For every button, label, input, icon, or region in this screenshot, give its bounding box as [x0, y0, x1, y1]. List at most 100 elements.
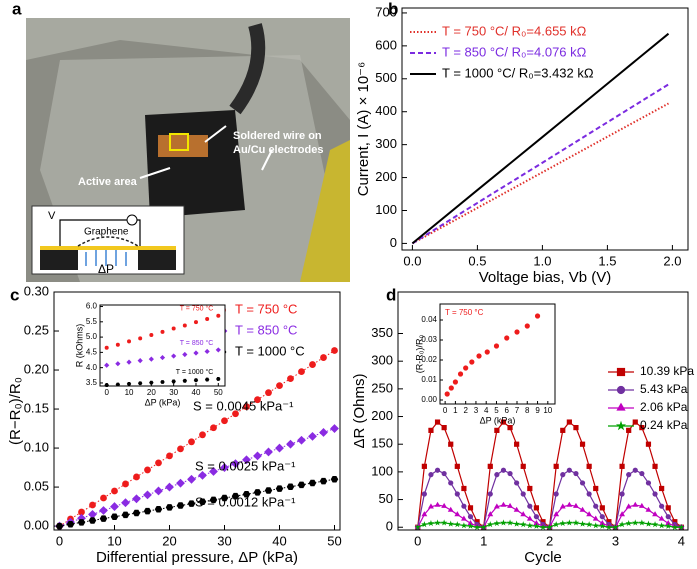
panel-label: d	[386, 285, 396, 304]
marker	[652, 491, 658, 497]
legend-marker	[616, 367, 626, 377]
marker	[231, 492, 240, 500]
x-tick-label: 7	[515, 406, 520, 415]
marker	[599, 514, 605, 520]
marker	[504, 335, 510, 341]
marker	[474, 519, 480, 525]
marker	[493, 519, 501, 527]
marker	[625, 519, 632, 527]
marker	[552, 521, 560, 528]
marker	[99, 506, 108, 515]
marker	[264, 487, 273, 494]
marker	[215, 347, 221, 353]
support	[138, 250, 176, 270]
x-tick-label: 10	[107, 533, 121, 548]
legend-label: 10.39 kPa	[640, 364, 694, 378]
marker	[460, 522, 468, 529]
marker	[467, 505, 474, 511]
y-tick-label: 4.0	[86, 363, 98, 372]
marker	[652, 511, 658, 517]
annotation: Soldered wire on	[233, 130, 322, 142]
marker	[434, 419, 441, 425]
x-tick-label: 30	[217, 533, 231, 548]
y-tick-label: 0	[386, 519, 393, 534]
x-tick-label: 0	[443, 406, 448, 415]
marker	[645, 441, 652, 447]
wire	[59, 219, 141, 250]
y-tick-label: 0.00	[421, 395, 437, 404]
marker	[137, 381, 143, 386]
marker	[469, 359, 475, 365]
marker	[659, 485, 665, 492]
y-tick-label: 50	[379, 491, 393, 506]
marker	[89, 501, 96, 509]
y-axis-label: (R−R₀)/R₀	[7, 377, 24, 445]
panel-label: a	[12, 0, 22, 18]
marker	[104, 345, 109, 350]
electrode	[158, 135, 208, 157]
marker	[665, 519, 672, 526]
marker	[115, 342, 120, 347]
x-tick-label: 50	[327, 533, 341, 548]
marker	[331, 347, 338, 354]
marker	[454, 511, 461, 517]
marker	[520, 463, 526, 469]
marker	[533, 522, 540, 529]
marker	[138, 336, 143, 341]
marker	[127, 339, 132, 344]
marker	[533, 514, 540, 520]
marker	[428, 503, 434, 509]
legend-label: T = 1000 °C	[235, 343, 305, 358]
legend-label: T = 750 °C	[445, 308, 484, 317]
marker	[454, 521, 461, 528]
x-tick-label: 1	[453, 406, 458, 415]
marker	[421, 463, 427, 469]
x-tick-label: 2	[463, 406, 468, 415]
series-line	[411, 102, 669, 245]
marker	[506, 519, 514, 526]
marker	[149, 380, 154, 385]
x-tick-label: 8	[525, 406, 530, 415]
marker	[553, 463, 559, 469]
marker	[652, 463, 658, 469]
marker	[254, 396, 261, 404]
marker	[467, 522, 474, 529]
chip	[145, 110, 245, 218]
marker	[110, 513, 119, 520]
marker	[579, 441, 586, 447]
pressure-arrows	[85, 250, 127, 266]
plot-frame	[439, 303, 556, 405]
marker	[165, 504, 174, 511]
marker	[154, 506, 163, 513]
marker	[493, 503, 500, 509]
schematic-label: Graphene	[84, 227, 129, 238]
marker	[99, 515, 108, 522]
marker	[566, 467, 572, 473]
marker	[546, 523, 553, 530]
marker	[78, 508, 85, 516]
y-tick-label: 0.02	[421, 355, 437, 364]
x-tick-label: 40	[192, 388, 201, 397]
marker	[171, 379, 176, 384]
marker	[88, 509, 97, 519]
marker	[599, 522, 606, 529]
marker	[66, 520, 75, 528]
marker	[592, 522, 599, 529]
marker	[160, 329, 165, 334]
marker	[520, 491, 526, 497]
marker	[111, 487, 118, 495]
y-tick-label: 0.10	[24, 440, 49, 455]
marker	[507, 502, 513, 508]
x-tick-label: 2	[546, 533, 553, 548]
arrow	[204, 125, 227, 143]
marker	[526, 515, 533, 521]
y-tick-label: 0	[390, 235, 397, 250]
marker	[126, 381, 132, 386]
legend-label: T = 750 °C/ R₀=4.655 kΩ	[442, 23, 587, 38]
marker	[487, 491, 493, 497]
marker	[143, 490, 152, 500]
marker	[638, 502, 645, 508]
x-tick-label: 10	[543, 406, 552, 415]
marker	[231, 459, 240, 469]
marker	[441, 502, 448, 508]
